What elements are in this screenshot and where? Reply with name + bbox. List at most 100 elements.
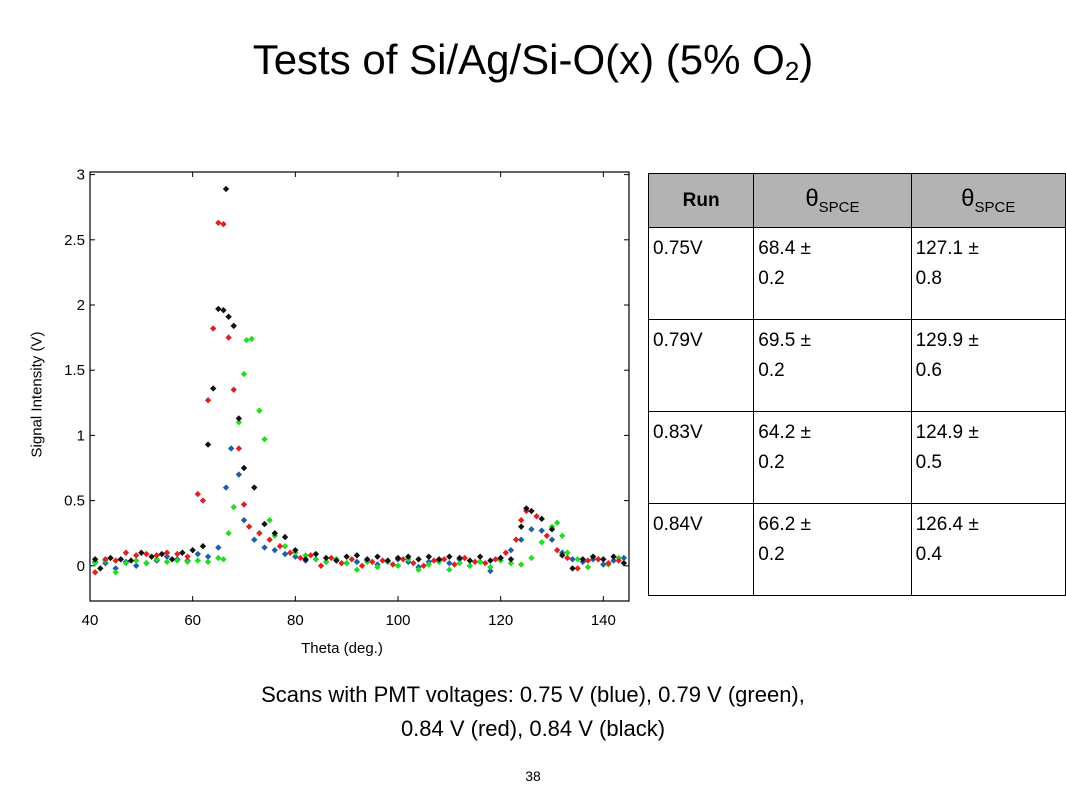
data-point [235, 445, 243, 452]
data-point [512, 536, 520, 543]
data-point [471, 558, 479, 566]
data-point [163, 553, 171, 560]
cell-value: 126.4 ± [915, 514, 979, 535]
data-point [230, 322, 237, 330]
x-tick-label: 140 [591, 612, 616, 629]
data-point [302, 556, 309, 563]
data-point [210, 325, 217, 332]
data-point [215, 219, 222, 227]
data-point [589, 553, 597, 560]
data-point [389, 561, 397, 568]
data-point [230, 503, 237, 511]
data-point [482, 559, 489, 567]
data-point [215, 544, 222, 551]
caption-line-2: 0.84 V (red), 0.84 V (black) [400, 716, 666, 741]
data-point [307, 552, 314, 559]
data-point [215, 305, 222, 313]
data-point [487, 567, 494, 575]
data-point [266, 536, 273, 543]
data-point [235, 419, 243, 426]
data-point [235, 471, 243, 478]
data-point [574, 556, 581, 563]
data-point [240, 516, 248, 524]
data-point [199, 543, 207, 550]
data-point [112, 565, 119, 572]
data-point [243, 337, 250, 344]
data-point [528, 554, 535, 562]
cell-run: 0.83V [647, 411, 755, 504]
data-point [487, 557, 494, 564]
cell-value: 124.9 ± [915, 422, 979, 443]
data-point [615, 557, 622, 564]
data-point [281, 533, 289, 541]
data-point [543, 532, 551, 540]
cell-error: 0.2 [758, 452, 785, 473]
data-point [312, 556, 320, 563]
cell-spce-1: 68.4 ± 0.2 [753, 227, 912, 320]
data-point [240, 501, 248, 508]
data-point [133, 552, 140, 559]
data-point [194, 490, 201, 498]
data-point [338, 559, 345, 567]
data-point [194, 557, 201, 564]
data-point [487, 563, 494, 571]
y-tick-label: 0.5 [64, 493, 85, 510]
data-point [553, 519, 561, 526]
y-tick-label: 3 [77, 167, 85, 184]
data-point [374, 563, 381, 571]
data-point [518, 523, 525, 530]
cell-error: 0.2 [758, 360, 785, 381]
y-tick-label: 2 [77, 297, 85, 314]
cell-spce-2: 129.9 ± 0.6 [910, 319, 1066, 412]
data-point [574, 565, 581, 572]
data-point [569, 556, 576, 563]
data-point [620, 554, 628, 562]
data-point [559, 552, 566, 559]
data-point [91, 556, 99, 563]
x-tick-label: 100 [385, 612, 410, 629]
data-point [405, 553, 412, 560]
data-point [466, 562, 474, 569]
data-point [222, 484, 230, 491]
data-point [302, 552, 309, 559]
data-point [507, 556, 515, 563]
data-point [225, 313, 232, 320]
cell-value: 129.9 ± [915, 330, 979, 351]
data-point [112, 557, 119, 564]
data-point [153, 556, 160, 563]
data-point [97, 565, 104, 572]
data-point [225, 334, 232, 341]
data-point [600, 556, 607, 563]
title-subscript: 2 [784, 56, 800, 86]
plot-frame [89, 171, 630, 602]
table-row: 0.83V 64.2 ± 0.2 124.9 ± 0.5 [647, 411, 1066, 504]
data-point [518, 516, 525, 524]
cell-run: 0.75V [647, 227, 755, 320]
data-point [117, 556, 124, 563]
data-point [502, 549, 509, 556]
data-point [271, 546, 278, 554]
cell-spce-1: 66.2 ± 0.2 [753, 503, 912, 596]
data-point [446, 566, 453, 573]
data-point [204, 441, 212, 448]
cell-value: 127.1 ± [915, 238, 979, 259]
cell-error: 0.2 [758, 268, 785, 289]
x-tick-label: 60 [184, 612, 201, 629]
data-point [420, 562, 427, 569]
data-point [184, 558, 191, 566]
data-point [399, 556, 407, 563]
data-point [322, 554, 330, 562]
data-point [446, 553, 453, 560]
data-point [199, 497, 207, 504]
data-point [538, 515, 545, 523]
x-tick-label: 80 [287, 612, 304, 629]
data-point [240, 464, 248, 472]
data-point [456, 554, 463, 562]
data-point [261, 436, 268, 443]
data-point [174, 557, 181, 564]
data-point [281, 543, 289, 550]
data-point [168, 556, 176, 563]
data-point [158, 550, 166, 558]
theta-subscript: SPCE [974, 198, 1016, 216]
